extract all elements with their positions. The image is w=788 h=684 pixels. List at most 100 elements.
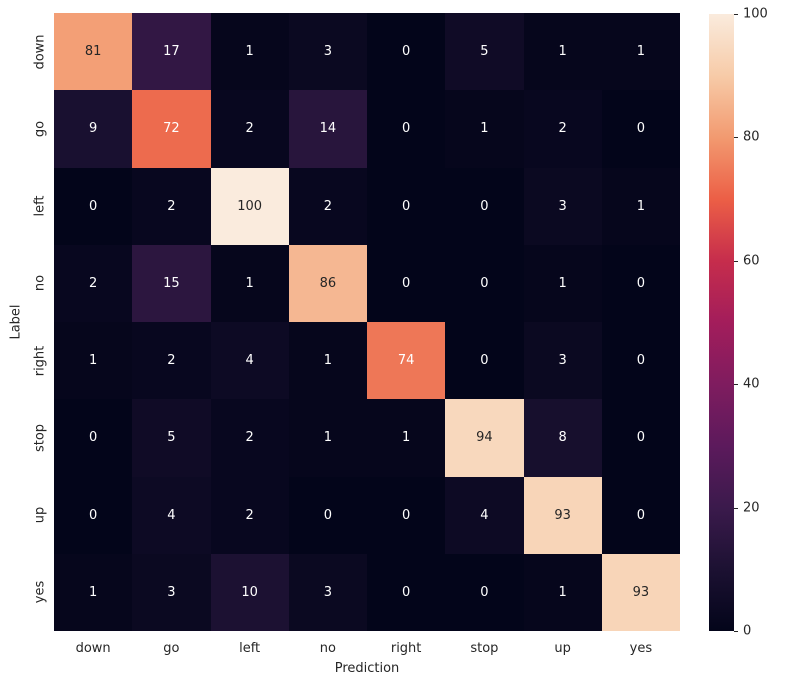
x-tick-label: yes bbox=[629, 641, 653, 656]
cell-value: 1 bbox=[558, 44, 567, 60]
cell-value: 4 bbox=[167, 507, 176, 523]
heatmap-cell: 94 bbox=[445, 399, 524, 477]
cell-value: 1 bbox=[480, 121, 489, 137]
heatmap-cell: 5 bbox=[132, 399, 211, 477]
colorbar-tick-label: 40 bbox=[743, 376, 760, 392]
x-tick-label: stop bbox=[470, 641, 499, 656]
heatmap-cell: 0 bbox=[367, 244, 446, 322]
heatmap-cell: 2 bbox=[54, 244, 133, 322]
cell-value: 9 bbox=[88, 121, 98, 137]
heatmap-cell: 5 bbox=[445, 13, 524, 91]
cell-value: 2 bbox=[245, 121, 254, 137]
cell-value: 94 bbox=[476, 430, 493, 446]
heatmap-cell: 1 bbox=[54, 553, 133, 631]
cell-value: 0 bbox=[636, 507, 646, 523]
cell-value: 1 bbox=[88, 584, 98, 600]
cell-value: 1 bbox=[88, 353, 98, 369]
heatmap-cell: 1 bbox=[367, 399, 446, 477]
heatmap-cell: 81 bbox=[54, 13, 133, 91]
heatmap-cell: 4 bbox=[445, 476, 524, 554]
cell-value: 3 bbox=[558, 353, 567, 369]
cell-value: 0 bbox=[401, 44, 411, 60]
y-tick-label: up bbox=[32, 506, 48, 524]
cell-value: 3 bbox=[323, 584, 333, 600]
colorbar-tick-label: 60 bbox=[743, 253, 760, 269]
y-tick-label: go bbox=[32, 120, 48, 137]
heatmap-cell: 1 bbox=[601, 13, 680, 91]
heatmap-cell: 14 bbox=[288, 90, 367, 168]
colorbar-tick-label: 100 bbox=[743, 6, 768, 22]
heatmap-cell: 0 bbox=[601, 399, 680, 477]
cell-value: 2 bbox=[88, 275, 98, 291]
cell-value: 5 bbox=[480, 44, 489, 60]
cell-value: 1 bbox=[558, 584, 567, 600]
cell-value: 2 bbox=[245, 430, 254, 446]
cell-value: 1 bbox=[401, 430, 411, 446]
cell-value: 3 bbox=[323, 44, 333, 60]
colorbar-tick-mark bbox=[734, 260, 738, 262]
heatmap-cell: 93 bbox=[523, 476, 602, 554]
heatmap-cell: 1 bbox=[601, 167, 680, 245]
cell-value: 100 bbox=[237, 198, 263, 214]
heatmap-cell: 1 bbox=[523, 244, 602, 322]
cell-value: 2 bbox=[323, 198, 333, 214]
cell-value: 0 bbox=[323, 507, 333, 523]
cell-value: 81 bbox=[84, 44, 102, 60]
cell-value: 0 bbox=[401, 198, 411, 214]
heatmap-cell: 0 bbox=[367, 553, 446, 631]
cell-value: 10 bbox=[241, 584, 258, 600]
heatmap-cell: 1 bbox=[288, 322, 367, 400]
heatmap-cell: 0 bbox=[367, 476, 446, 554]
colorbar-tick-label: 0 bbox=[743, 623, 752, 639]
colorbar-tick-mark bbox=[734, 507, 738, 509]
cell-value: 0 bbox=[401, 584, 411, 600]
y-tick-label: yes bbox=[32, 581, 48, 604]
cell-value: 0 bbox=[88, 198, 98, 214]
cell-value: 93 bbox=[632, 584, 650, 600]
heatmap-cell: 2 bbox=[210, 90, 289, 168]
colorbar bbox=[709, 14, 734, 631]
cell-value: 2 bbox=[245, 507, 254, 523]
heatmap-cell: 3 bbox=[288, 13, 367, 91]
cell-value: 1 bbox=[636, 44, 646, 60]
cell-value: 14 bbox=[319, 121, 337, 137]
heatmap-cell: 2 bbox=[523, 90, 602, 168]
heatmap-cell: 2 bbox=[210, 399, 289, 477]
colorbar-tick-label: 80 bbox=[743, 129, 760, 145]
cell-value: 2 bbox=[167, 353, 176, 369]
cell-value: 15 bbox=[163, 275, 180, 291]
x-tick-label: go bbox=[163, 641, 180, 656]
heatmap-cell: 0 bbox=[445, 167, 524, 245]
y-tick-label: right bbox=[32, 345, 48, 376]
y-tick-label: stop bbox=[32, 423, 48, 452]
cell-value: 1 bbox=[245, 44, 254, 60]
y-tick-label: no bbox=[32, 275, 48, 292]
heatmap-cell: 3 bbox=[523, 167, 602, 245]
heatmap-cell: 1 bbox=[523, 13, 602, 91]
heatmap-cell: 17 bbox=[132, 13, 211, 91]
cell-value: 0 bbox=[480, 198, 489, 214]
heatmap-cell: 0 bbox=[445, 322, 524, 400]
cell-value: 0 bbox=[401, 121, 411, 137]
heatmap-cell: 4 bbox=[132, 476, 211, 554]
heatmap-cell: 10 bbox=[210, 553, 289, 631]
heatmap-cell: 2 bbox=[132, 167, 211, 245]
heatmap-cell: 1 bbox=[445, 90, 524, 168]
cell-value: 1 bbox=[636, 198, 646, 214]
heatmap-cell: 3 bbox=[132, 553, 211, 631]
heatmap-cell: 0 bbox=[601, 244, 680, 322]
heatmap-cell: 1 bbox=[210, 244, 289, 322]
cell-value: 4 bbox=[245, 353, 254, 369]
heatmap-cell: 15 bbox=[132, 244, 211, 322]
cell-value: 1 bbox=[323, 353, 333, 369]
heatmap-cell: 74 bbox=[367, 322, 446, 400]
y-tick-label: left bbox=[32, 195, 48, 217]
cell-value: 5 bbox=[167, 430, 176, 446]
heatmap-cell: 1 bbox=[288, 399, 367, 477]
x-tick-label: up bbox=[554, 641, 571, 656]
heatmap-cell: 9 bbox=[54, 90, 133, 168]
colorbar-tick-mark bbox=[734, 137, 738, 139]
cell-value: 8 bbox=[558, 430, 567, 446]
colorbar-tick-mark bbox=[734, 384, 738, 386]
